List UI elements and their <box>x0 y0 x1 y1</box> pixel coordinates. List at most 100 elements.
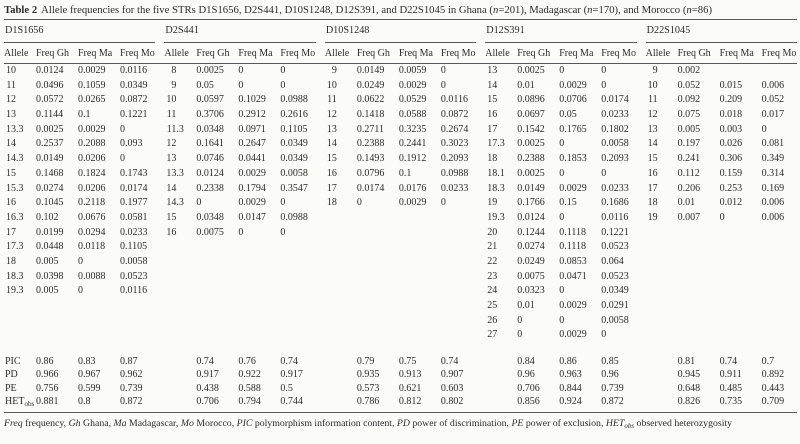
allele-int: 14 <box>6 153 16 165</box>
summary-value: 0.856 <box>517 396 540 408</box>
summary-value: 0.709 <box>761 396 785 408</box>
text-segment: n <box>492 4 499 16</box>
freq-cell: 0.1118 <box>559 226 586 238</box>
freq-cell: 0.1468 <box>36 167 64 179</box>
freq-cell: 0 <box>601 65 607 76</box>
summary-label-subscript: obs <box>24 400 35 409</box>
allele-int: 27 <box>487 329 498 341</box>
column-header: Allele <box>164 48 189 59</box>
freq-cell <box>720 255 762 270</box>
allele-cell: 18.3 <box>485 182 517 197</box>
allele-int: 22 <box>487 255 498 267</box>
allele-cell: 13 <box>4 108 36 123</box>
freq-cell <box>357 314 399 329</box>
freq-cell: 0.0233 <box>120 226 148 238</box>
column-headers-d22s1045: Allele Freq Gh Freq Ma Freq Mo <box>646 43 797 63</box>
summary-label: PD <box>5 369 18 381</box>
freq-cell: 0.1824 <box>78 167 106 179</box>
freq-cell <box>678 284 720 299</box>
summary-label <box>485 395 517 408</box>
freq-cell: 0.0597 <box>196 94 224 106</box>
freq-cell: 0.015 <box>719 79 743 91</box>
freq-cell: 0.209 <box>719 94 743 106</box>
freq-cell: 0.093 <box>120 138 143 150</box>
bottom-rule <box>4 411 797 413</box>
allele-cell: 15 <box>325 152 357 167</box>
freq-cell: 0 <box>517 329 523 341</box>
allele-cell <box>164 255 196 270</box>
allele-cell: 27 <box>485 328 517 343</box>
freq-cell <box>36 314 78 329</box>
freq-cell <box>762 64 797 79</box>
freq-cell <box>399 284 441 299</box>
summary-value: 0.96 <box>517 369 535 381</box>
freq-cell: 0.01 <box>517 79 535 91</box>
locus-group-d22s1045: D22S1045 <box>645 20 798 43</box>
text-segment: observed heterozygosity <box>634 417 733 429</box>
summary-label <box>646 368 678 381</box>
allele-int: 12 <box>647 109 658 121</box>
summary-value: 0.74 <box>440 356 459 368</box>
summary-value: 0.599 <box>78 382 101 394</box>
allele-cell: 12 <box>4 93 36 108</box>
freq-cell: 0.0872 <box>120 94 148 106</box>
allele-cell: 16 <box>325 167 357 182</box>
freq-cell: 0.0025 <box>517 138 545 150</box>
allele-cell: 13 <box>646 123 678 138</box>
allele-int: 19 <box>487 197 498 209</box>
table-caption: Table 2 Allele frequencies for the five S… <box>4 4 797 17</box>
freq-cell <box>36 328 78 343</box>
allele-int: 15 <box>6 182 16 194</box>
freq-cell: 0.0025 <box>517 65 545 76</box>
top-rule <box>4 19 797 20</box>
freq-cell <box>280 328 315 343</box>
freq-cell: 0.0523 <box>601 241 629 253</box>
allele-int: 25 <box>487 300 498 311</box>
allele-cell <box>325 314 357 329</box>
summary-table-d10s1248: 0.79 0.75 0.74 0.935 0.913 0.907 0.573 0.621 0.6… <box>325 355 485 409</box>
column-header: Freq Gh <box>677 48 711 59</box>
allele-int: 19 <box>6 285 16 297</box>
column-header: Allele <box>485 48 510 59</box>
allele-cell: 12 <box>325 108 357 123</box>
text-segment: Freq <box>4 417 23 429</box>
freq-cell <box>399 240 441 255</box>
summary-value: 0.79 <box>356 356 375 368</box>
summary-value: 0.96 <box>601 369 619 381</box>
freq-cell: 0 <box>559 285 565 297</box>
summary-value: 0.872 <box>601 396 624 408</box>
freq-cell: 0 <box>238 65 244 76</box>
freq-cell: 0.206 <box>677 182 701 194</box>
freq-cell <box>441 328 476 343</box>
freq-cell <box>280 284 315 299</box>
freq-cell: 0 <box>78 255 83 267</box>
summary-label <box>485 368 517 381</box>
caption-text: Allele frequencies for the five STRs D1S… <box>41 4 712 16</box>
freq-cell: 0.052 <box>761 94 785 106</box>
freq-cell: 0.0058 <box>280 167 308 179</box>
column-header: Freq Ma <box>238 48 273 59</box>
freq-cell: 0.253 <box>719 182 743 194</box>
column-header: Freq Gh <box>36 48 70 59</box>
freq-cell: 0.0796 <box>356 167 385 179</box>
freq-cell <box>399 211 441 226</box>
locus-name: D10S1248 <box>324 20 477 43</box>
freq-cell <box>280 240 315 255</box>
freq-cell: 0.0116 <box>120 285 148 297</box>
freq-cell: 0.15 <box>559 197 577 209</box>
summary-label: PIC <box>5 356 21 368</box>
freq-cell: 0.0088 <box>78 270 106 282</box>
freq-cell: 0.0029 <box>398 79 427 91</box>
freq-cell: 0.0025 <box>196 65 224 76</box>
summary-value: 0.75 <box>398 356 417 368</box>
summary-table-d2s441: 0.74 0.76 0.74 0.917 0.922 0.917 0.438 0.588 0.5… <box>164 355 324 409</box>
allele-cell: 11.3 <box>164 123 196 138</box>
freq-cell: 0.006 <box>761 79 785 91</box>
freq-cell: 0.0348 <box>196 211 224 223</box>
allele-int: 16 <box>487 109 498 121</box>
allele-cell: 19 <box>485 196 517 211</box>
freq-cell: 0.1493 <box>356 153 385 165</box>
summary-value: 0.74 <box>196 356 214 368</box>
freq-cell <box>678 328 720 343</box>
freq-cell: 0.0523 <box>120 270 148 282</box>
